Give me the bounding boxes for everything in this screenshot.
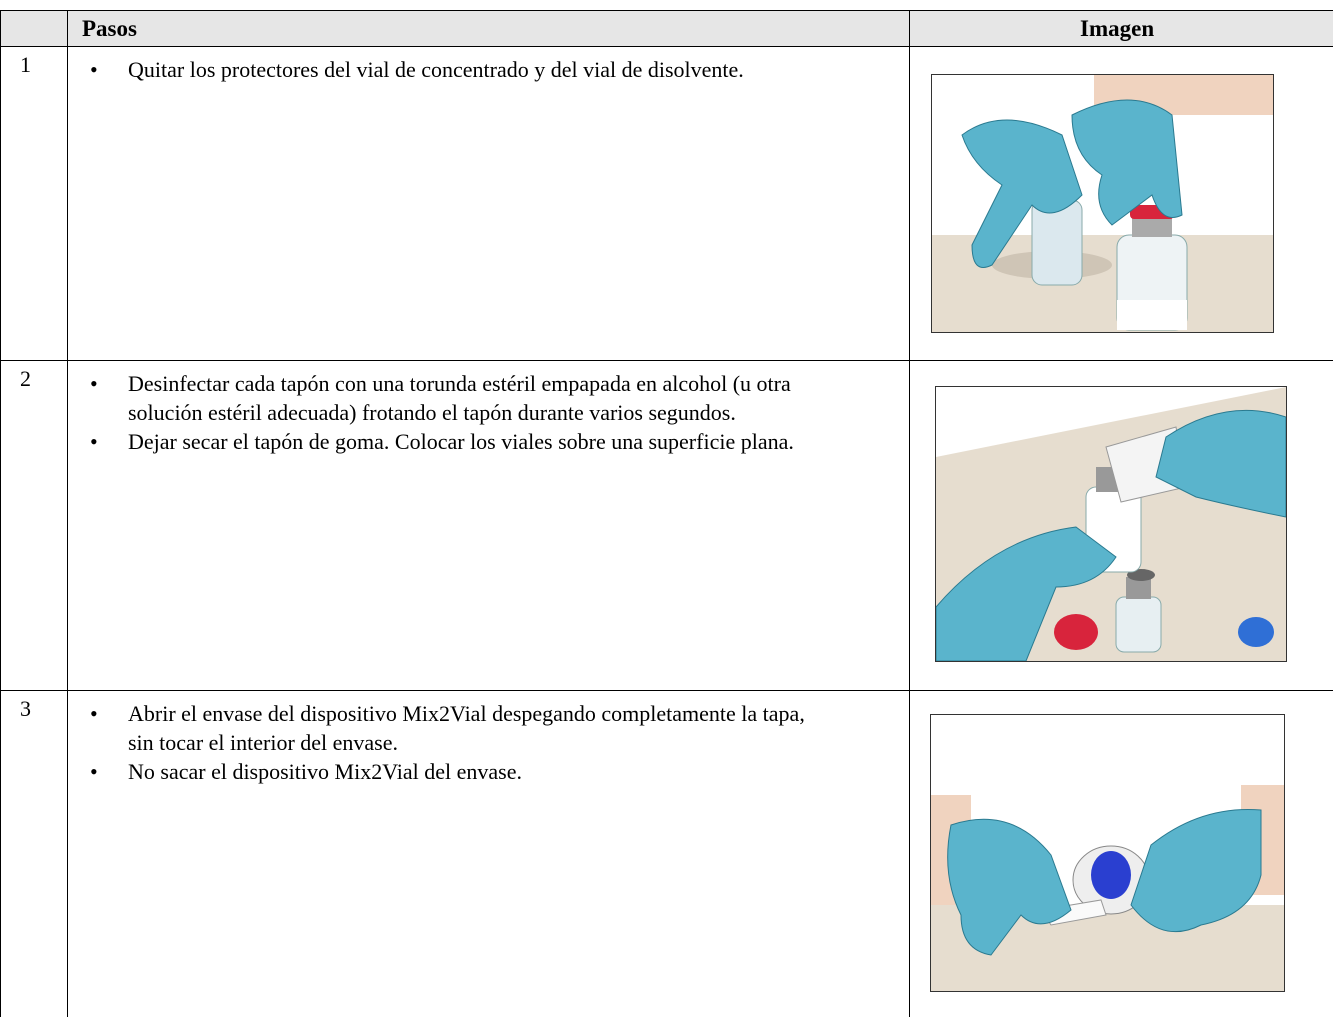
step-item: No sacar el dispositivo Mix2Vial del env… xyxy=(90,757,828,786)
column-header: Pasos xyxy=(82,16,137,41)
table-border xyxy=(0,46,1333,47)
column-header: Imagen xyxy=(1080,16,1155,41)
table-border xyxy=(0,10,1333,11)
table-border xyxy=(0,360,1333,361)
step-illustration xyxy=(931,74,1274,333)
table-border xyxy=(909,10,910,1017)
step-illustration xyxy=(935,386,1287,662)
step-item: Abrir el envase del dispositivo Mix2Vial… xyxy=(90,699,828,757)
step-number: 2 xyxy=(20,366,31,391)
step-list: Quitar los protectores del vial de conce… xyxy=(90,55,860,84)
step-illustration xyxy=(930,714,1285,992)
step-number: 3 xyxy=(20,696,31,721)
step-list: Abrir el envase del dispositivo Mix2Vial… xyxy=(90,699,860,786)
table-border xyxy=(0,10,1,1017)
step-number: 1 xyxy=(20,52,31,77)
step-item: Quitar los protectores del vial de conce… xyxy=(90,55,828,84)
step-list: Desinfectar cada tapón con una torunda e… xyxy=(90,369,860,456)
table-border xyxy=(0,690,1333,691)
table-border xyxy=(67,10,68,1017)
header-background xyxy=(0,11,1333,46)
step-item: Desinfectar cada tapón con una torunda e… xyxy=(90,369,828,427)
step-item: Dejar secar el tapón de goma. Colocar lo… xyxy=(90,427,828,456)
